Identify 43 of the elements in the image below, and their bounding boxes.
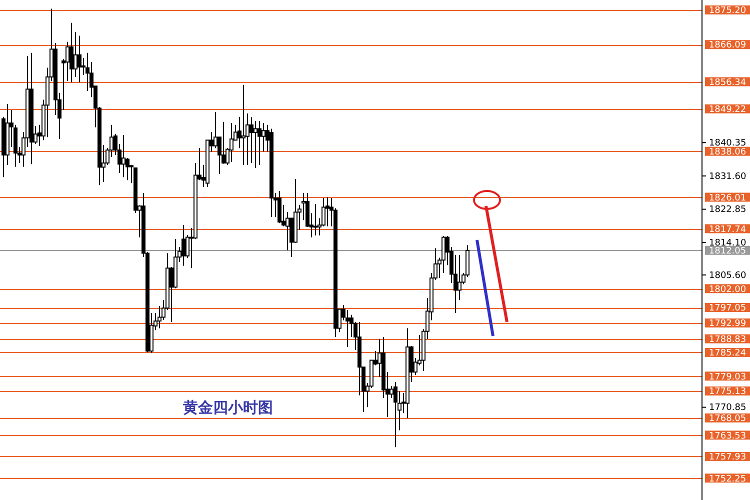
ref-line-label: 1768.05 [708,414,746,424]
ref-line-label: 1779.03 [708,372,746,382]
ref-line-label: 1875.20 [708,6,746,16]
candlestick [314,204,318,236]
y-tick-label: 1770.85 [709,403,746,414]
candlestick [346,309,350,348]
candlestick [70,22,74,83]
candlestick [390,386,394,398]
ref-line-label: 1856.34 [708,78,746,88]
y-tick-label: 1840.35 [709,138,746,148]
candlestick [458,254,462,301]
ref-line-label: 1826.01 [708,193,746,204]
ref-line-label: 1849.22 [708,104,746,115]
ref-line-label: 1797.05 [708,304,746,314]
y-tick-label: 1831.60 [709,172,746,182]
candlestick [278,190,282,224]
candlestick [122,134,126,178]
ref-line-label: 1757.93 [708,452,746,463]
y-tick-label: 1822.85 [709,205,746,216]
ref-line-label: 1785.24 [708,348,746,359]
candlestick [182,224,186,266]
candlestick [442,236,446,274]
ref-line-label: 1775.13 [708,387,746,398]
candlestick [258,120,262,166]
ref-line-label: 1866.09 [708,40,746,51]
candlestick [78,35,82,83]
candlestick [262,122,266,152]
y-tick-label: 1805.60 [709,270,746,281]
y-tick-label: 1814.10 [709,238,746,248]
ref-line-label: 1792.99 [708,319,746,330]
candlestick [230,122,234,162]
candlestick [326,196,330,227]
ref-line-label: 1838.06 [708,147,746,158]
ref-line-label: 1763.53 [708,431,746,442]
annotation: 黄金四小时图 [182,398,273,416]
ref-line-label: 1802.00 [708,284,746,295]
ref-line-label: 1812.05 [708,246,746,257]
ref-line-label: 1788.83 [708,334,746,345]
ref-line-label: 1817.74 [708,224,746,235]
candlestick [242,84,246,166]
ref-line-label: 1752.25 [708,474,746,484]
candlestick [394,381,398,448]
candlestick [254,120,258,168]
